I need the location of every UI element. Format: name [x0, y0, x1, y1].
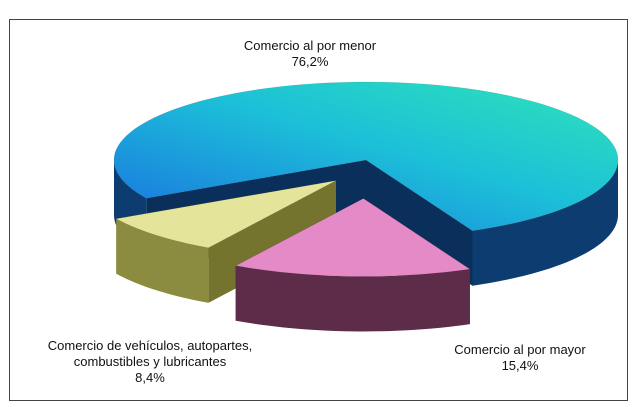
value-label: 15,4% [501, 358, 539, 373]
slice-label: Comercio al por menor 76,2% [210, 38, 410, 70]
chart [113, 81, 619, 332]
value-label: 8,4% [135, 370, 165, 385]
category-name: Comercio al por menor [243, 38, 377, 53]
pie-slice [113, 81, 619, 231]
category-name: Comercio de vehículos, autopartes, combu… [47, 338, 253, 369]
slice-side [472, 160, 618, 286]
chart-frame: Comercio al por menor 76,2% Comercio al po… [9, 19, 628, 401]
slice-label: Comercio al por mayor 15,4% [430, 342, 610, 374]
slice-label: Comercio de vehículos, autopartes, combu… [20, 338, 280, 386]
pie-slice [115, 180, 337, 249]
category-name: Comercio al por mayor [454, 342, 586, 357]
slice-side [116, 218, 209, 303]
pie-slice [234, 198, 471, 277]
value-label: 76,2% [291, 54, 329, 69]
slice-side [235, 265, 470, 332]
